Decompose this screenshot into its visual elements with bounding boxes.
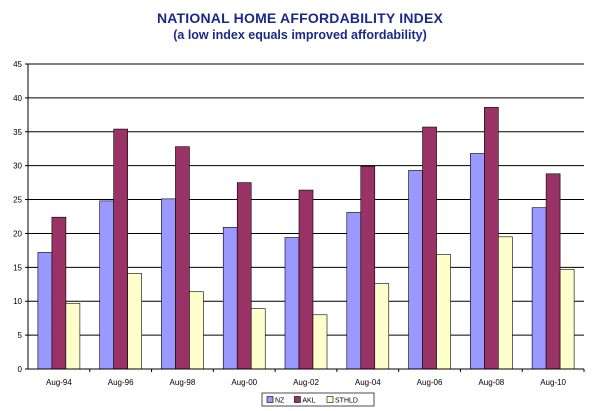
y-tick-label: 40 (13, 94, 22, 103)
x-tick-label: Aug-94 (46, 378, 72, 387)
legend-swatch-sthld (326, 396, 334, 403)
bar-akl-aug-10 (545, 173, 561, 370)
x-tick-label: Aug-96 (108, 378, 134, 387)
y-tick-label: 10 (13, 297, 22, 306)
bar-akl-aug-08 (484, 107, 499, 370)
legend-label-nz: NZ (275, 398, 285, 405)
y-axis-ticks: 0 5 10 15 20 25 30 35 40 45 (13, 60, 28, 374)
x-tick-label: Aug-02 (293, 378, 319, 387)
bar-nz-aug-02 (284, 237, 300, 370)
x-tick-label: Aug-06 (417, 378, 443, 387)
bar-akl-aug-06 (422, 126, 437, 370)
x-tick-label: Aug-04 (355, 378, 381, 387)
y-tick-label: 45 (13, 60, 22, 69)
bars (37, 107, 575, 370)
bar-sthld-aug-94 (65, 302, 81, 370)
bar-sthld-aug-02 (312, 314, 328, 370)
bar-nz-aug-00 (222, 227, 238, 370)
legend-label-akl: AKL (302, 398, 315, 405)
x-tick-label: Aug-08 (478, 378, 504, 387)
legend-box (261, 392, 375, 407)
y-tick-label: 0 (18, 365, 23, 374)
bar-sthld-aug-96 (127, 273, 142, 370)
bar-nz-aug-06 (408, 170, 423, 370)
legend-swatch-nz (266, 396, 274, 403)
bar-akl-aug-04 (360, 166, 376, 370)
y-tick-label: 30 (13, 162, 22, 171)
bar-nz-aug-10 (531, 207, 547, 370)
bar-akl-aug-94 (51, 216, 67, 370)
chart-subtitle: (a low index equals improved affordabili… (173, 28, 427, 42)
bar-sthld-aug-08 (498, 236, 513, 370)
bar-akl-aug-02 (298, 189, 314, 370)
y-tick-label: 20 (13, 229, 22, 238)
bar-nz-aug-96 (99, 200, 114, 370)
y-tick-label: 15 (13, 263, 22, 272)
bar-sthld-aug-10 (559, 269, 575, 370)
bar-sthld-aug-00 (250, 308, 266, 370)
x-tick-label: Aug-10 (540, 378, 566, 387)
chart-title: NATIONAL HOME AFFORDABILITY INDEX (156, 10, 444, 26)
bar-sthld-aug-98 (189, 291, 204, 370)
bar-nz-aug-94 (37, 252, 53, 370)
legend: NZ AKL STHLD (261, 392, 375, 407)
bar-sthld-aug-06 (436, 254, 451, 370)
bar-akl-aug-00 (236, 182, 252, 370)
x-axis-ticks: Aug-94 Aug-96 Aug-98 Aug-00 Aug-02 Aug-04 Aug-… (46, 369, 585, 387)
axes (27, 64, 584, 370)
x-tick-label: Aug-98 (170, 378, 196, 387)
bar-nz-aug-08 (470, 153, 485, 370)
y-tick-label: 25 (13, 196, 22, 205)
y-tick-label: 35 (13, 128, 22, 137)
bar-akl-aug-98 (175, 146, 190, 370)
bar-akl-aug-96 (113, 128, 128, 370)
legend-swatch-akl (294, 396, 301, 403)
bar-nz-aug-04 (346, 212, 362, 370)
bar-nz-aug-98 (161, 198, 176, 370)
legend-label-sthld: STHLD (335, 398, 358, 405)
y-tick-label: 5 (18, 331, 23, 340)
x-tick-label: Aug-00 (231, 378, 257, 387)
bar-sthld-aug-04 (374, 283, 390, 370)
